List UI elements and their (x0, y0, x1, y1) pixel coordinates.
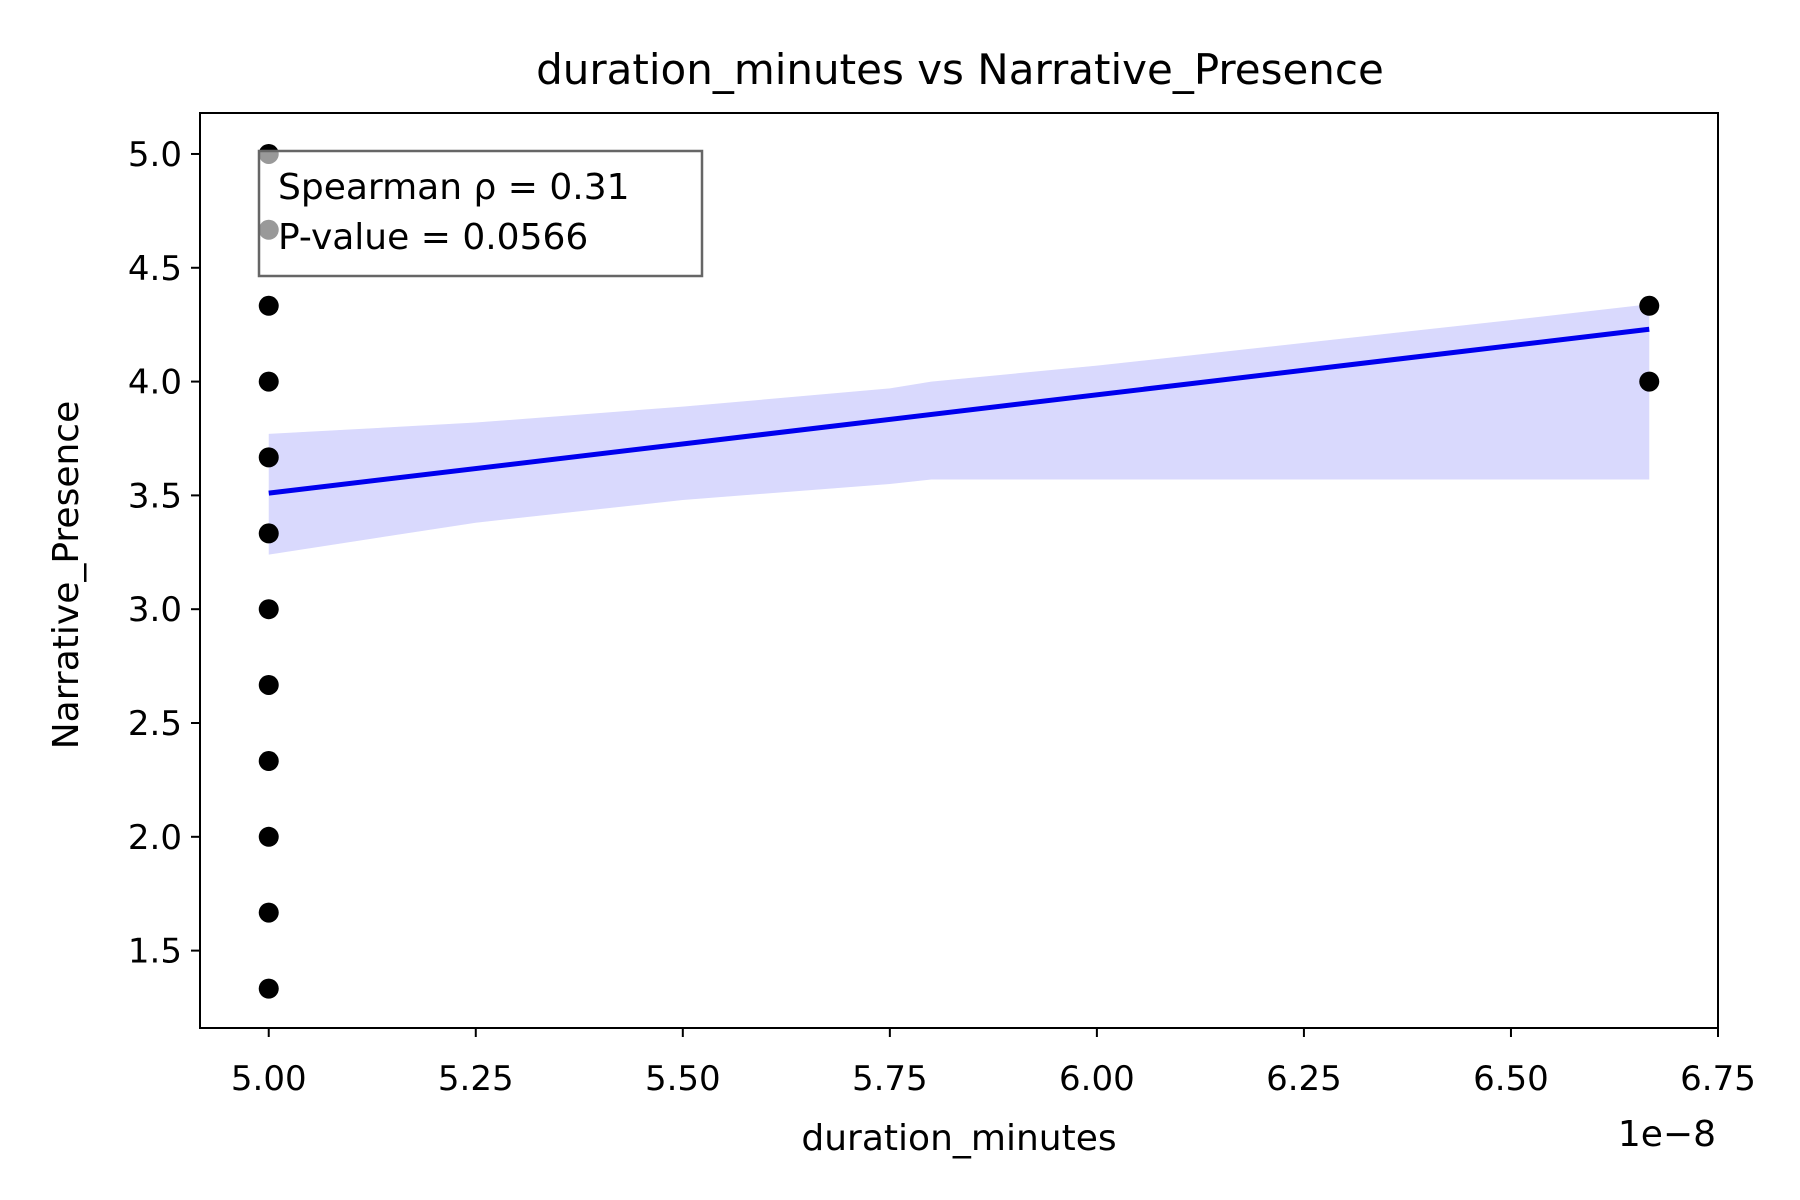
y-tick-label-5: 4.0 (128, 363, 182, 403)
x-tick-label-5: 6.25 (1266, 1059, 1342, 1099)
x-tick-label-7: 6.75 (1680, 1059, 1756, 1099)
y-tick-label-6: 4.5 (128, 249, 182, 289)
x-tick-label-2: 5.50 (645, 1059, 721, 1099)
confidence-band (268, 304, 1650, 555)
y-tick-label-2: 2.5 (128, 704, 182, 744)
data-point-6 (258, 599, 279, 620)
annotation-spearman: Spearman ρ = 0.31 (278, 167, 630, 208)
data-point-10 (258, 902, 279, 923)
plot-area: Spearman ρ = 0.31 P-value = 0.0566 (199, 112, 1719, 1029)
regression-line (268, 326, 1650, 496)
data-point-3 (258, 371, 279, 392)
y-tick-label-4: 3.5 (128, 476, 182, 516)
data-point-2 (258, 295, 279, 316)
data-point-13 (1639, 371, 1660, 392)
data-point-9 (258, 826, 279, 847)
x-tick-label-1: 5.25 (438, 1059, 514, 1099)
data-point-8 (258, 751, 279, 772)
x-axis-ticks: 5.00 5.25 5.50 5.75 6.00 6.25 6.50 6.75 (231, 1028, 1756, 1099)
y-axis-label: Narrative_Presence (46, 401, 87, 750)
data-point-5 (258, 523, 279, 544)
data-point-7 (258, 674, 279, 695)
x-tick-label-0: 5.00 (231, 1059, 307, 1099)
x-tick-label-3: 5.75 (852, 1059, 928, 1099)
y-axis-ticks: 1.5 2.0 2.5 3.0 3.5 4.0 4.5 5.0 (128, 135, 200, 972)
chart-title: duration_minutes vs Narrative_Presence (536, 45, 1384, 94)
x-axis-offset: 1e−8 (1618, 1114, 1716, 1155)
y-tick-label-0: 1.5 (128, 932, 182, 972)
plot-frame (199, 112, 1719, 1029)
annotation-box (257, 149, 704, 278)
data-point-11 (258, 978, 279, 999)
y-tick-label-7: 5.0 (128, 135, 182, 175)
y-tick-label-1: 2.0 (128, 818, 182, 858)
x-axis-label: duration_minutes (801, 1118, 1116, 1159)
y-tick-label-3: 3.0 (128, 590, 182, 630)
annotation-pvalue: P-value = 0.0566 (278, 217, 588, 258)
x-tick-label-6: 6.50 (1473, 1059, 1549, 1099)
data-point-12 (1639, 295, 1660, 316)
x-tick-label-4: 6.00 (1059, 1059, 1135, 1099)
stats-annotation: Spearman ρ = 0.31 P-value = 0.0566 (257, 149, 704, 278)
data-point-4 (258, 447, 279, 468)
